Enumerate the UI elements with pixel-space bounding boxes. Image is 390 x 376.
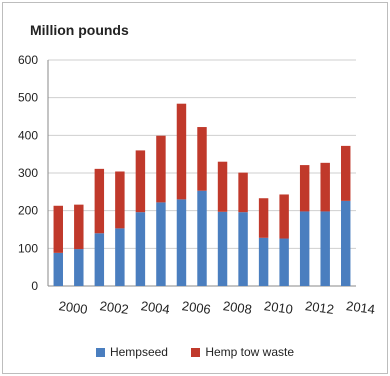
bar-hempseed-2006 [197,190,207,286]
bar-hemp-tow-waste-2012 [320,162,330,212]
legend-label-hemp-tow-waste: Hemp tow waste [205,344,295,359]
x-tick-label-2004: 2004 [140,298,171,317]
bar-hempseed-1999 [53,252,63,286]
bar-hempseed-2001 [94,233,105,286]
chart-title: Million pounds [30,22,129,38]
legend-label-hempseed: Hempseed [109,344,168,359]
bar-hempseed-2010 [279,238,289,286]
x-tick-label-2002: 2002 [99,298,130,317]
y-tick-label-500: 500 [18,91,38,105]
legend-swatch-hempseed [95,347,105,357]
bar-hempseed-2013 [341,200,351,286]
y-tick-label-300: 300 [18,166,38,180]
y-tick-label-600: 600 [18,53,38,67]
bar-hempseed-2012 [320,211,330,286]
bar-hemp-tow-waste-2002 [115,171,125,229]
bar-hempseed-2009 [258,237,269,286]
x-tick-label-2010: 2010 [263,298,294,317]
legend: Hempseed Hemp tow waste [0,344,390,359]
bar-hempseed-2011 [299,211,310,286]
x-tick-label-2000: 2000 [58,298,89,317]
legend-item-hempseed: Hempseed [95,344,168,359]
bar-hemp-tow-waste-2005 [176,103,187,200]
bar-hemp-tow-waste-2003 [135,150,146,213]
bar-hemp-tow-waste-2001 [94,168,105,234]
x-tick-label-2014: 2014 [345,298,376,317]
bar-hempseed-2004 [156,202,166,286]
bar-hemp-tow-waste-2010 [279,194,289,239]
x-tick-label-2006: 2006 [181,298,212,317]
x-tick-label-2012: 2012 [304,298,335,317]
x-axis-ticks: 2000 2002 2004 2006 2008 2010 2012 2014 [58,298,376,317]
bar-hempseed-2002 [115,228,125,286]
bar-hemp-tow-waste-2007 [217,161,228,212]
bar-hempseed-2005 [176,199,187,286]
bar-hemp-tow-waste-2004 [156,135,166,203]
bar-hemp-tow-waste-2009 [258,198,269,238]
bar-hempseed-2000 [74,249,84,286]
bar-hemp-tow-waste-2006 [197,127,207,191]
bar-hemp-tow-waste-2013 [341,145,351,201]
y-tick-label-0: 0 [31,279,38,293]
bar-hempseed-2007 [217,211,228,286]
bar-hempseed-2003 [135,212,146,286]
x-tick-label-2008: 2008 [222,298,253,317]
y-tick-label-200: 200 [18,204,38,218]
bar-hemp-tow-waste-2011 [299,165,310,212]
bar-hemp-tow-waste-2000 [74,204,84,250]
bar-hempseed-2008 [238,212,248,286]
y-tick-label-100: 100 [18,241,38,255]
bar-hemp-tow-waste-2008 [238,172,248,213]
y-tick-label-400: 400 [18,128,38,142]
chart-plot: 0 100 200 300 400 500 600 2000 2002 2004 2006 2008… [18,53,376,317]
bar-hemp-tow-waste-1999 [53,205,63,253]
legend-swatch-hemp-tow-waste [191,347,201,357]
y-axis-ticks: 0 100 200 300 400 500 600 [18,53,38,293]
bars [53,103,351,286]
legend-item-hemp-tow-waste: Hemp tow waste [191,345,294,359]
